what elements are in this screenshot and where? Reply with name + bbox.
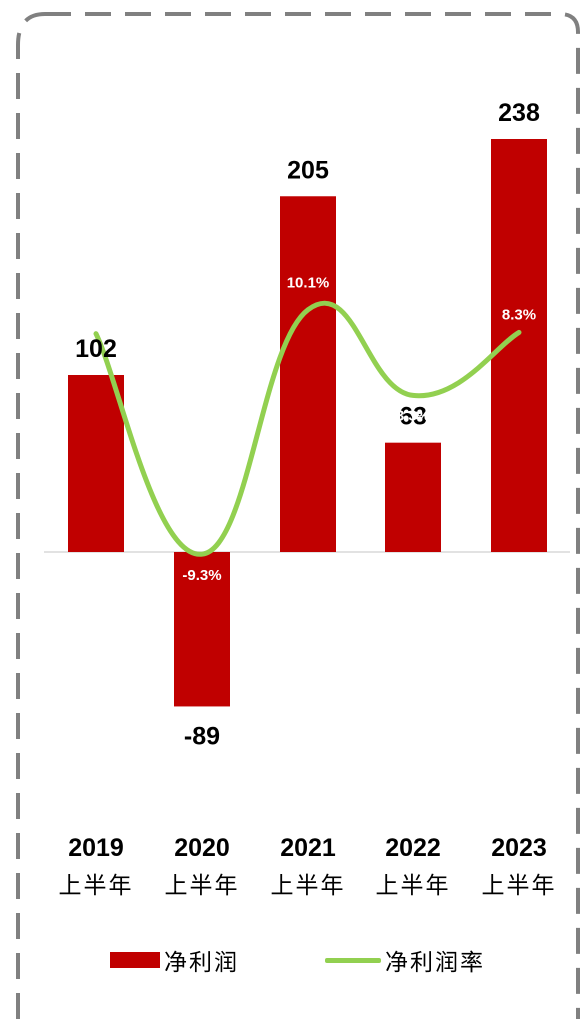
category-half-2019: 上半年 <box>59 873 134 899</box>
bar-2022 <box>385 442 441 552</box>
bar-value-label-2023: 238 <box>498 99 540 127</box>
bar-value-label-2022: 63 <box>399 403 427 431</box>
category-year-2021: 2021 <box>280 834 336 862</box>
bar-2021 <box>280 196 336 552</box>
category-year-2022: 2022 <box>385 834 441 862</box>
bar-value-labels: 102 -89 205 63 238 <box>75 99 540 750</box>
category-half-2022: 上半年 <box>376 873 451 899</box>
bar-series <box>68 139 547 707</box>
category-labels: 2019 上半年 2020 上半年 2021 上半年 2022 上半年 2023 上半年 <box>59 834 557 899</box>
bar-value-label-2021: 205 <box>287 156 329 184</box>
category-half-2021: 上半年 <box>271 873 346 899</box>
legend-bar-swatch <box>110 952 160 968</box>
legend-item-net-profit: 净利润 <box>110 940 239 980</box>
margin-value-label-2019: 8.2% <box>79 308 113 325</box>
legend-item-net-margin: 净利润率 <box>325 940 485 980</box>
category-half-2020: 上半年 <box>165 873 240 899</box>
bar-2019 <box>68 375 124 552</box>
legend: 净利润 净利润率 <box>0 940 581 980</box>
category-half-2023: 上半年 <box>482 873 557 899</box>
margin-value-labels: 8.2% -9.3% 10.1% 3.3% 8.3% <box>79 275 536 584</box>
category-year-2019: 2019 <box>68 834 124 862</box>
frame-border <box>16 12 580 1019</box>
legend-label-net-margin: 净利润率 <box>385 950 485 976</box>
margin-value-label-2022: 3.3% <box>396 407 430 424</box>
net-margin-line <box>93 300 522 557</box>
bar-2020 <box>174 552 230 707</box>
legend-line-swatch <box>325 957 381 963</box>
margin-value-label-2020: -9.3% <box>182 567 221 584</box>
category-year-2020: 2020 <box>174 834 230 862</box>
category-year-2023: 2023 <box>491 834 547 862</box>
margin-value-label-2023: 8.3% <box>502 306 536 323</box>
bar-value-label-2019: 102 <box>75 335 117 363</box>
legend-label-net-profit: 净利润 <box>164 950 239 976</box>
bar-value-label-2020: -89 <box>184 722 220 750</box>
margin-value-label-2021: 10.1% <box>287 275 330 292</box>
